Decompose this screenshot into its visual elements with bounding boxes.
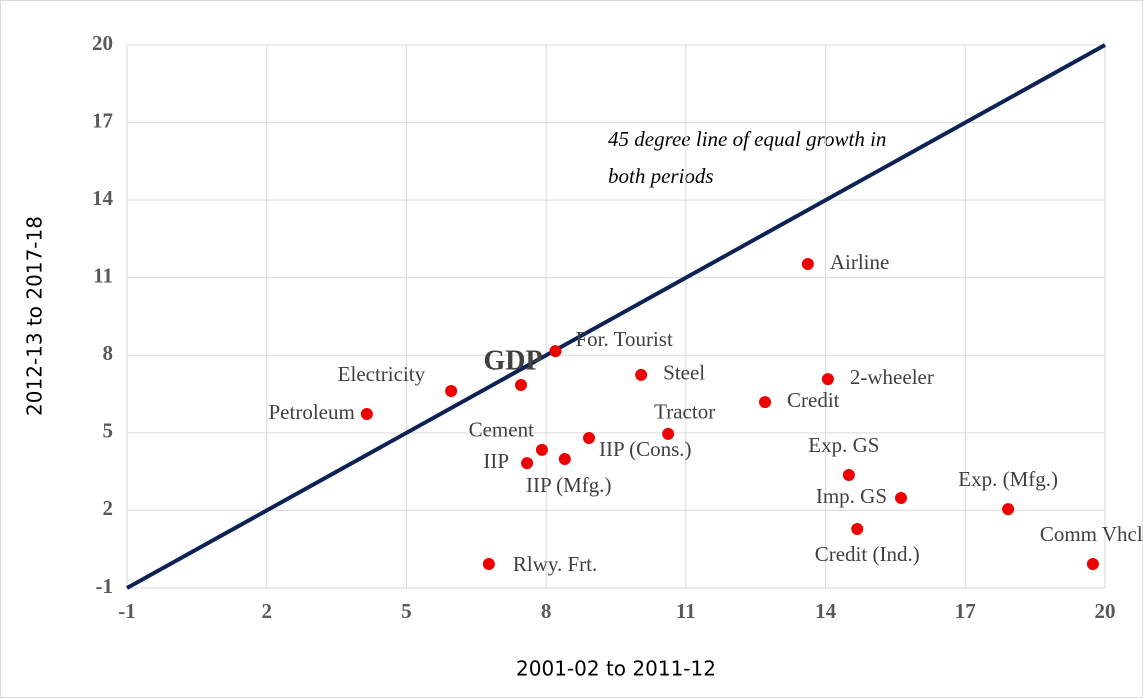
y-axis-title: 2012-13 to 2017-18 <box>23 216 47 416</box>
point-label: Comm Vhcl. <box>1040 522 1143 546</box>
x-tick-label: 2 <box>261 599 272 623</box>
point-label: Rlwy. Frt. <box>513 552 597 576</box>
point-label: Petroleum <box>269 400 355 424</box>
point-label: Tractor <box>654 400 715 424</box>
point <box>482 557 495 570</box>
point-label: IIP (Mfg.) <box>526 473 612 497</box>
point <box>821 373 834 386</box>
y-tick-label: 2 <box>103 496 114 520</box>
point-label: Airline <box>830 250 889 274</box>
point <box>582 432 595 445</box>
point <box>1086 557 1099 570</box>
point-label: Steel <box>663 361 705 385</box>
y-tick-label: 14 <box>92 186 114 210</box>
point-label: For. Tourist <box>575 327 672 351</box>
point <box>851 523 864 536</box>
point-label: 2-wheeler <box>850 365 934 389</box>
point-label: Credit <box>787 388 840 412</box>
point-label: Credit (Ind.) <box>815 542 920 566</box>
x-tick-label: 14 <box>815 599 837 623</box>
point <box>360 407 373 420</box>
point <box>662 427 675 440</box>
point-label: Imp. GS <box>816 484 887 508</box>
annotation: both periods <box>608 164 714 188</box>
point-label: IIP (Cons.) <box>599 437 692 461</box>
point <box>635 368 648 381</box>
y-tick-label: 17 <box>92 108 113 132</box>
point-label: GDP <box>483 345 542 376</box>
x-tick-label: 20 <box>1095 599 1116 623</box>
x-tick-label: 8 <box>541 599 552 623</box>
y-tick-label: 20 <box>92 31 113 55</box>
annotation: 45 degree line of equal growth in <box>608 127 886 151</box>
point <box>514 379 527 392</box>
y-tick-label: 5 <box>103 419 114 443</box>
point <box>895 492 908 505</box>
point-label: Cement <box>469 418 534 442</box>
x-axis-title: 2001-02 to 2011-12 <box>516 657 716 681</box>
point <box>801 258 814 271</box>
x-tick-label: 11 <box>676 599 696 623</box>
point <box>521 457 534 470</box>
point-label: Exp. (Mfg.) <box>958 467 1058 491</box>
point <box>842 469 855 482</box>
point <box>549 345 562 358</box>
y-tick-label: 11 <box>93 264 113 288</box>
point <box>1002 503 1015 516</box>
reference-line <box>126 43 1106 590</box>
point-label: Electricity <box>338 362 426 386</box>
x-tick-label: 17 <box>955 599 976 623</box>
point <box>558 452 571 465</box>
x-tick-label: 5 <box>401 599 412 623</box>
point-label: IIP <box>483 449 509 473</box>
point <box>445 384 458 397</box>
point <box>759 396 772 409</box>
x-tick-label: -1 <box>118 599 136 623</box>
point <box>535 443 548 456</box>
point-label: Exp. GS <box>808 433 879 457</box>
y-tick-label: 8 <box>103 341 114 365</box>
y-tick-label: -1 <box>96 574 114 598</box>
